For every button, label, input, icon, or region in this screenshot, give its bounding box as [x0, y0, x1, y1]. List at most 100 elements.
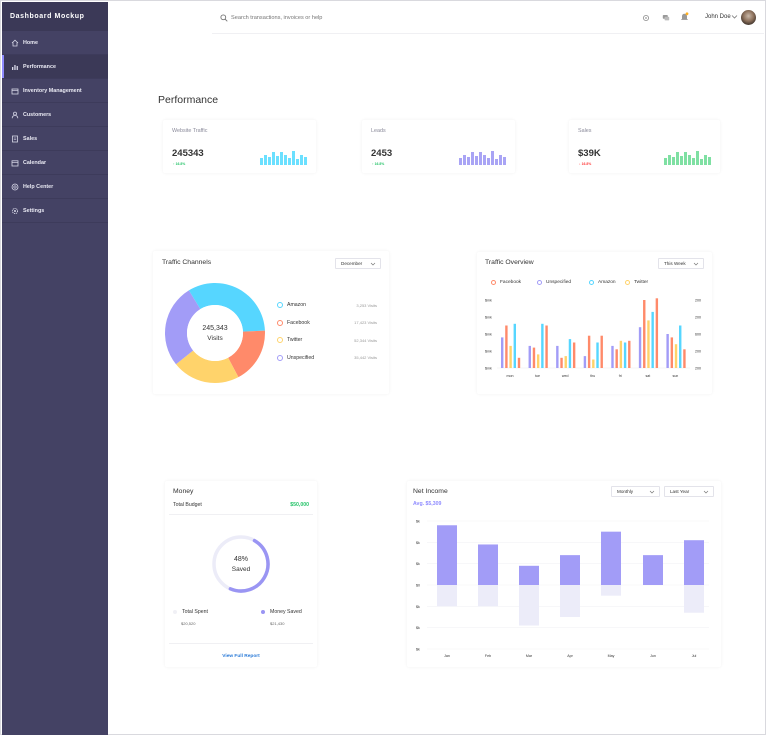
legend-visits: 52,344 Visits: [354, 337, 377, 343]
bar-twitter-sun: [674, 344, 678, 368]
mini-bar: [459, 158, 463, 165]
bar-twitter-thu: [592, 359, 595, 368]
mini-bar: [708, 156, 711, 165]
avatar[interactable]: [741, 10, 756, 25]
sidebar-item-label: Settings: [23, 207, 45, 214]
sidebar-item-home[interactable]: Home: [2, 31, 108, 55]
bar-amazon-wed: [568, 339, 572, 368]
search-input[interactable]: [231, 12, 431, 24]
monthly-dropdown[interactable]: Monthly: [611, 486, 660, 497]
x-tick: Mar: [526, 654, 533, 658]
mini-bar: [304, 156, 307, 165]
chevron-down-icon: [703, 490, 709, 494]
bar-facebook-wed: [560, 357, 563, 368]
gear-icon[interactable]: [642, 14, 650, 22]
x-tick: mon: [507, 374, 514, 378]
chevron-down-icon: [693, 262, 699, 266]
mini-bar: [467, 156, 471, 165]
bar-amazon-sat: [651, 311, 654, 368]
x-tick: fri: [619, 374, 622, 378]
bar-amazon-thu: [596, 342, 599, 368]
legend-dot: [277, 302, 283, 308]
chat-icon[interactable]: [662, 14, 670, 22]
total-budget-value: $50,000: [290, 502, 309, 508]
bar-facebook-sun: [683, 349, 686, 368]
sidebar-item-calendar[interactable]: Calendar: [2, 151, 108, 175]
y-tick-right: 200: [695, 316, 701, 320]
traffic-channels-card: Traffic Channels December 245,343 Visits…: [153, 251, 389, 394]
bar-facebook-sat: [643, 300, 646, 368]
sidebar-item-label: Calendar: [23, 159, 47, 166]
sidebar-item-label: Sales: [23, 135, 38, 142]
mini-bar: [684, 151, 688, 165]
stat-value: 245343: [172, 148, 204, 159]
bar-unspecified-thu: [583, 356, 587, 368]
savings-percent: 48%: [234, 556, 248, 563]
mini-bar: [668, 154, 672, 165]
x-tick: thu: [590, 374, 595, 378]
sidebar-item-settings[interactable]: Settings: [2, 199, 108, 223]
legend-dot: [491, 280, 496, 285]
stat-value: 2453: [371, 148, 393, 159]
bar-facebook-tue: [532, 347, 536, 368]
bar-amazon-mon: [513, 323, 516, 368]
traffic-overview-chart: $mk 200 $mk 200 $mk 600 $mk 200 $mk 200 mon tue wed t…: [485, 298, 701, 378]
mini-bar-chart: [664, 150, 711, 165]
year-dropdown[interactable]: Last Year: [664, 486, 714, 497]
bar-facebook-mon: [505, 325, 508, 368]
user-icon: [11, 111, 19, 118]
x-tick: May: [608, 654, 615, 658]
mini-bar-chart: [260, 150, 307, 165]
page-title: Performance: [158, 94, 219, 106]
legend-item-twitter: Twitter 52,344 Visits: [277, 337, 377, 343]
user-name[interactable]: John Doe: [705, 14, 731, 20]
total-budget-label: Total Budget: [173, 502, 202, 508]
help-icon: [11, 183, 19, 190]
arrow-up-icon: ↑: [173, 162, 176, 166]
legend-item-unspecified: Unspecified 35,442 Visits: [277, 354, 377, 361]
box-icon: [11, 88, 19, 94]
sidebar-item-performance[interactable]: Performance: [2, 55, 108, 79]
sidebar-item-label: Help Center: [23, 183, 54, 190]
view-full-report-link[interactable]: View Full Report: [222, 654, 260, 659]
y-tick: $k: [416, 626, 420, 630]
stat-card-leads: Leads 2453 ↑ 16.8%: [362, 120, 515, 173]
legend-visits: 35,442 Visits: [354, 355, 377, 360]
mini-bar: [292, 150, 296, 165]
mini-bar: [495, 159, 499, 165]
bar-chart-icon: [12, 64, 18, 70]
legend-visits: 17,423 Visits: [354, 320, 377, 325]
period-dropdown[interactable]: This Week: [658, 258, 704, 269]
avg-income: Avg. $5,309: [413, 501, 442, 507]
income-bar-jul: [684, 540, 704, 585]
stat-label: Website Traffic: [172, 128, 208, 134]
mini-bar: [696, 150, 700, 165]
legend-visits: 3,253 Visits: [356, 302, 377, 308]
mini-bar: [499, 154, 503, 165]
bell-icon[interactable]: [680, 12, 689, 22]
sidebar-item-help-center[interactable]: Help Center: [2, 175, 108, 199]
sidebar-item-inventory-management[interactable]: Inventory Management: [2, 79, 108, 103]
net-income-chart: $k $k $k $0 $k $k $k Jan Feb Mar Apr May Jun Jul: [416, 520, 709, 658]
x-tick: Jun: [650, 654, 656, 658]
income-bar-apr: [560, 555, 580, 585]
legend-item-amazon: Amazon: [589, 280, 616, 285]
mini-bar: [268, 156, 272, 165]
mini-bar: [471, 152, 475, 165]
home-icon: [11, 39, 19, 46]
bar-twitter-sat: [647, 320, 650, 368]
mini-bar: [272, 152, 276, 165]
money-saved-value: $21,430: [270, 621, 285, 626]
chevron-down-icon[interactable]: [731, 14, 738, 20]
mini-bar: [288, 157, 292, 165]
legend-name: Amazon: [287, 302, 307, 308]
sidebar-item-customers[interactable]: Customers: [2, 103, 108, 127]
donut-center-value: 245,343: [202, 325, 227, 332]
sidebar-item-sales[interactable]: Sales: [2, 127, 108, 151]
bar-unspecified-sun: [666, 334, 669, 368]
expense-bar-jan: [437, 585, 457, 607]
donut-slice-unspecified: [165, 290, 201, 365]
y-tick-left: $mk: [485, 333, 492, 337]
month-dropdown[interactable]: December: [335, 258, 381, 269]
legend-dot: [277, 354, 283, 361]
